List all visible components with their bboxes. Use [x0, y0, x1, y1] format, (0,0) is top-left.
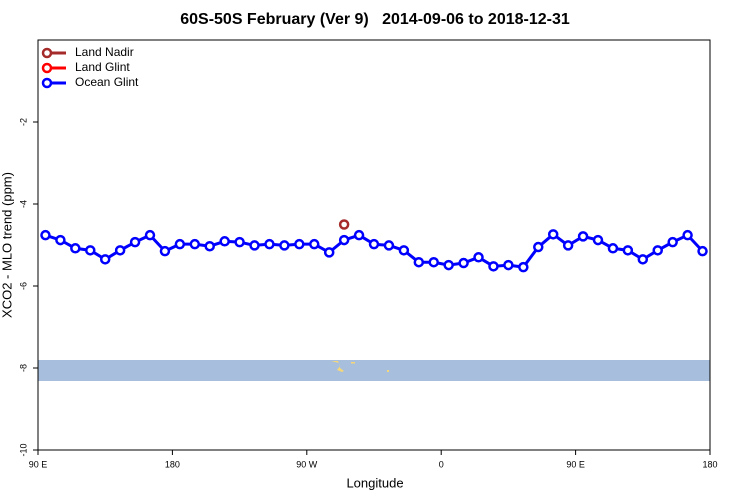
- data-point: [473, 252, 484, 263]
- y-tick-label: -2: [18, 118, 28, 126]
- land: [351, 362, 355, 364]
- y-tick-label: -6: [18, 282, 28, 290]
- x-tick-label: 90 W: [296, 459, 318, 469]
- data-point: [577, 231, 589, 242]
- data-point: [518, 261, 529, 273]
- data-point: [383, 240, 395, 251]
- ocean-band: [38, 360, 710, 381]
- plot-frame: [37, 39, 711, 451]
- legend-label: Land Glint: [75, 60, 130, 74]
- data-point: [159, 245, 171, 257]
- data-point: [294, 238, 305, 250]
- data-point: [428, 256, 439, 268]
- data-point: [70, 243, 81, 254]
- data-point: [637, 254, 649, 265]
- chart-title: 60S-50S February (Ver 9) 2014-09-06 to 2…: [180, 11, 570, 28]
- land: [331, 361, 344, 372]
- data-point: [398, 245, 410, 256]
- legend-label: Land Nadir: [75, 45, 134, 59]
- data-point: [368, 238, 380, 250]
- legend-marker: [41, 77, 53, 89]
- data-point: [279, 240, 290, 251]
- data-point: [114, 245, 126, 256]
- data-point: [562, 240, 574, 251]
- x-tick-label: 90 E: [29, 459, 48, 469]
- data-point: [682, 229, 693, 241]
- legend-label: Ocean Glint: [75, 75, 139, 89]
- data-point: [264, 238, 275, 250]
- data-point: [55, 234, 66, 246]
- data-point: [592, 234, 604, 246]
- data-point: [652, 245, 663, 256]
- x-tick-label: 180: [702, 459, 717, 469]
- legend-marker: [41, 62, 53, 74]
- data-point: [204, 240, 215, 252]
- data-point: [40, 229, 51, 241]
- data-point: [622, 245, 634, 256]
- data-point: [443, 259, 454, 271]
- data-point: [309, 238, 320, 250]
- data-point: [533, 241, 544, 253]
- legend-marker: [41, 47, 53, 59]
- data-point: [129, 236, 141, 248]
- data-point: [413, 256, 425, 268]
- data-point: [234, 236, 245, 248]
- data-point: [338, 219, 350, 230]
- data-point: [249, 240, 260, 251]
- data-point: [547, 229, 559, 240]
- x-tick-label: 180: [165, 459, 180, 469]
- data-point: [607, 243, 619, 254]
- map-strip: [38, 360, 710, 381]
- data-point: [503, 259, 514, 271]
- data-point: [99, 254, 111, 265]
- data-point: [85, 245, 96, 256]
- data-point: [189, 238, 201, 250]
- data-point: [458, 257, 469, 269]
- data-point: [488, 261, 499, 272]
- data-point: [219, 236, 230, 247]
- data-point: [353, 229, 365, 241]
- x-tick-label: 0: [439, 459, 444, 469]
- land: [387, 370, 389, 372]
- y-tick-label: -4: [18, 200, 28, 208]
- data-point: [697, 245, 708, 257]
- x-axis-label: Longitude: [346, 475, 403, 490]
- data-point: [667, 236, 678, 248]
- y-tick-label: -10: [18, 443, 28, 456]
- data-point: [338, 234, 350, 246]
- data-point: [144, 229, 156, 241]
- data-point: [174, 238, 186, 250]
- y-axis-label: XCO2 - MLO trend (ppm): [0, 172, 14, 318]
- data-point: [323, 247, 335, 258]
- x-tick-label: 90 E: [566, 459, 585, 469]
- y-tick-label: -8: [18, 364, 28, 372]
